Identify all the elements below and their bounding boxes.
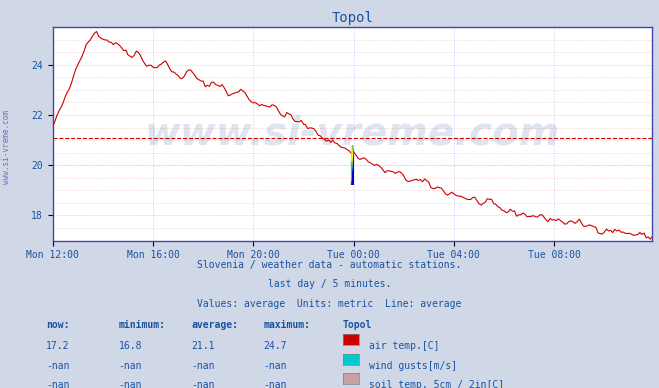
Text: -nan: -nan <box>191 361 215 371</box>
Text: -nan: -nan <box>264 361 287 371</box>
Polygon shape <box>351 159 353 185</box>
Text: wind gusts[m/s]: wind gusts[m/s] <box>369 361 457 371</box>
Text: -nan: -nan <box>119 380 142 388</box>
Polygon shape <box>351 145 353 161</box>
Text: last day / 5 minutes.: last day / 5 minutes. <box>268 279 391 289</box>
Text: -nan: -nan <box>191 380 215 388</box>
Text: -nan: -nan <box>264 380 287 388</box>
Text: 17.2: 17.2 <box>46 341 70 352</box>
Text: minimum:: minimum: <box>119 320 165 330</box>
Text: -nan: -nan <box>119 361 142 371</box>
Polygon shape <box>351 145 355 185</box>
Text: now:: now: <box>46 320 70 330</box>
Text: www.si-vreme.com: www.si-vreme.com <box>2 111 11 184</box>
Text: Values: average  Units: metric  Line: average: Values: average Units: metric Line: aver… <box>197 299 462 309</box>
Text: Topol: Topol <box>343 320 372 330</box>
Text: 16.8: 16.8 <box>119 341 142 352</box>
Text: 24.7: 24.7 <box>264 341 287 352</box>
Text: soil temp. 5cm / 2in[C]: soil temp. 5cm / 2in[C] <box>369 380 504 388</box>
Text: -nan: -nan <box>46 380 70 388</box>
Title: Topol: Topol <box>331 10 374 24</box>
Text: Slovenia / weather data - automatic stations.: Slovenia / weather data - automatic stat… <box>197 260 462 270</box>
Text: average:: average: <box>191 320 238 330</box>
Text: maximum:: maximum: <box>264 320 310 330</box>
Polygon shape <box>351 145 355 185</box>
Text: -nan: -nan <box>46 361 70 371</box>
Text: air temp.[C]: air temp.[C] <box>369 341 440 352</box>
Text: www.si-vreme.com: www.si-vreme.com <box>145 115 560 153</box>
Text: 21.1: 21.1 <box>191 341 215 352</box>
